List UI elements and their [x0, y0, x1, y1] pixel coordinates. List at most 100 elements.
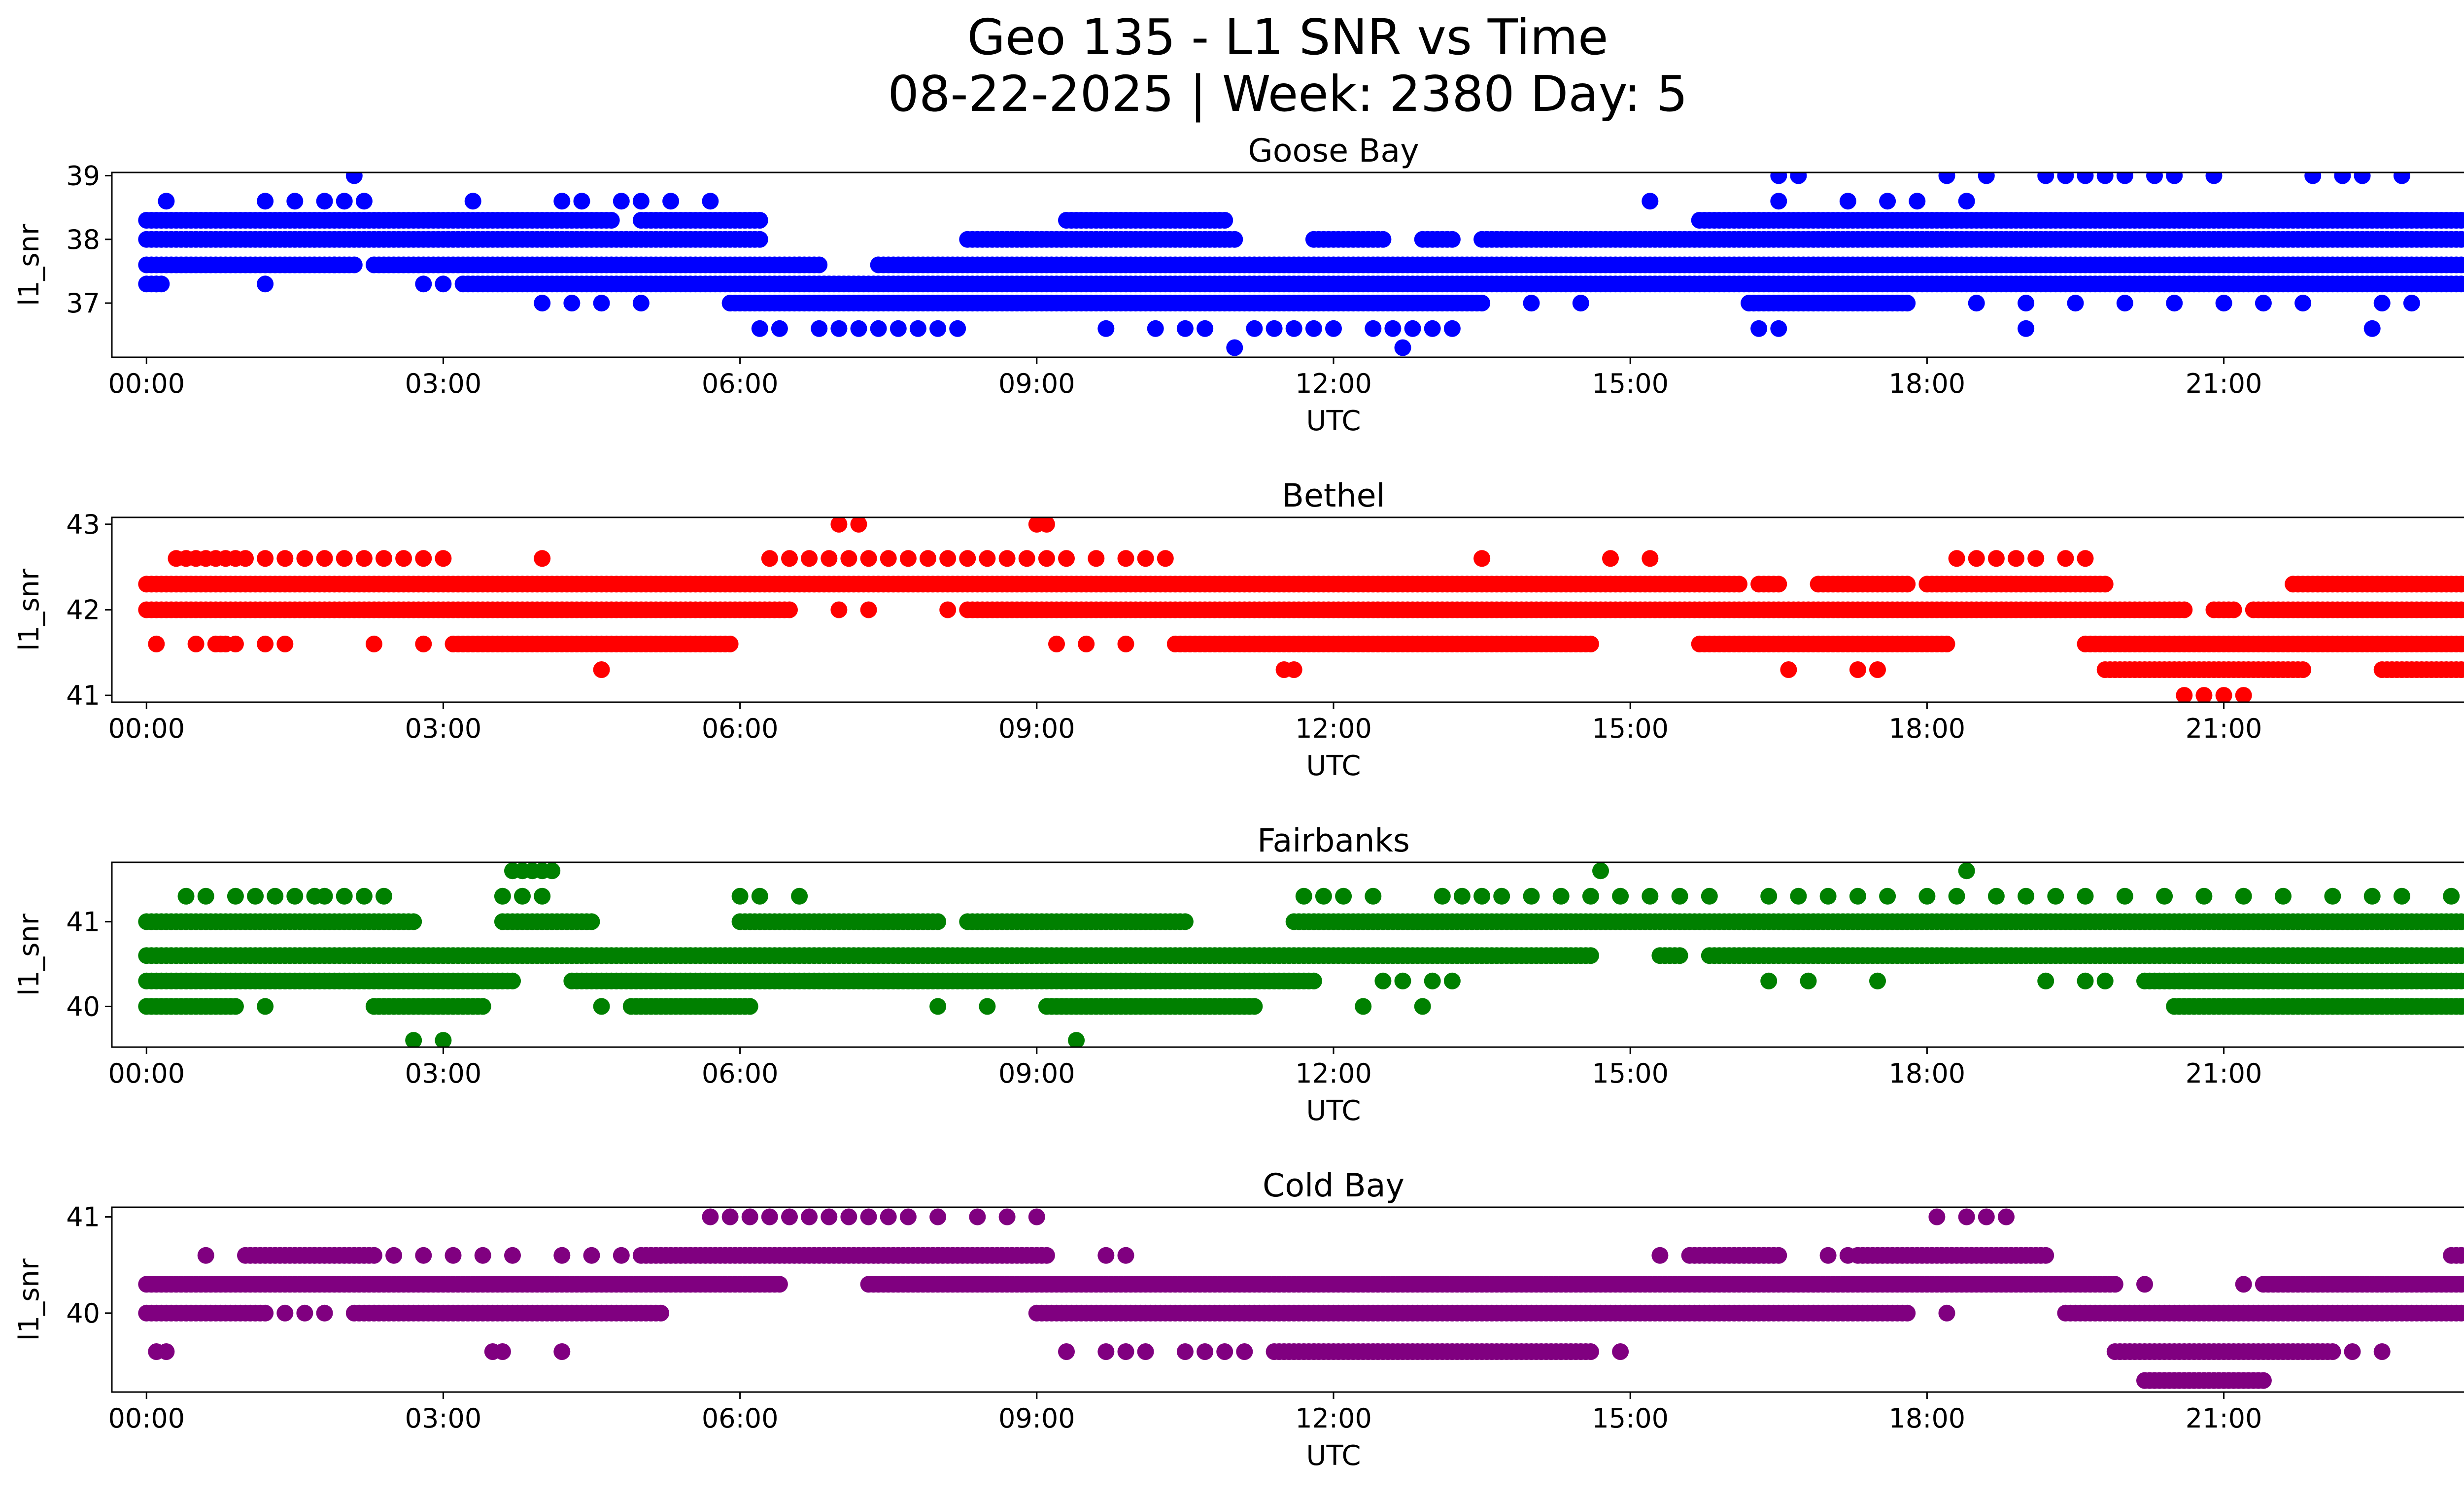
subplot-title: Fairbanks — [1257, 822, 1410, 859]
data-point — [1840, 193, 1856, 209]
x-tick-label: 09:00 — [998, 713, 1075, 744]
data-point — [593, 295, 610, 311]
y-axis-label: l1_snr — [13, 223, 45, 306]
y-axis-label: l1_snr — [13, 913, 45, 996]
data-point — [1770, 168, 1787, 184]
data-point — [2206, 168, 2223, 184]
data-point — [148, 275, 165, 292]
data-point — [1286, 320, 1302, 337]
data-point — [1395, 973, 1411, 989]
data-point — [1246, 320, 1263, 337]
data-point — [2235, 687, 2252, 704]
data-point — [1672, 888, 1688, 905]
data-point — [2255, 295, 2272, 311]
data-point — [1790, 168, 1807, 184]
data-point — [603, 212, 620, 229]
data-point — [553, 193, 570, 209]
data-point — [415, 550, 432, 567]
data-point — [405, 913, 422, 930]
data-point — [2364, 888, 2381, 905]
data-point — [860, 550, 877, 567]
data-point — [1612, 888, 1629, 905]
data-point — [1879, 193, 1896, 209]
data-point — [465, 193, 481, 209]
data-point — [2304, 168, 2321, 184]
data-point — [2195, 687, 2212, 704]
data-point — [1790, 888, 1807, 905]
x-tick-label: 03:00 — [405, 713, 482, 744]
data-point — [2443, 888, 2460, 905]
data-point — [1177, 913, 1194, 930]
data-point — [593, 661, 610, 678]
data-point — [1137, 550, 1154, 567]
data-point — [880, 550, 897, 567]
x-tick-label: 15:00 — [1592, 713, 1669, 744]
data-points — [138, 862, 2464, 1049]
data-point — [1918, 888, 1935, 905]
data-point — [227, 636, 244, 652]
data-point — [237, 550, 254, 567]
data-point — [1444, 231, 1461, 248]
data-point — [1097, 320, 1114, 337]
data-point — [2037, 168, 2054, 184]
data-point — [1048, 636, 1065, 652]
data-point — [2018, 295, 2034, 311]
data-point — [929, 320, 946, 337]
data-points — [138, 516, 2464, 704]
data-point — [1879, 888, 1896, 905]
data-point — [1573, 295, 1589, 311]
data-point — [504, 973, 521, 989]
y-tick-label: 41 — [66, 906, 100, 937]
data-point — [811, 320, 827, 337]
data-point — [1365, 888, 1381, 905]
data-point — [583, 913, 600, 930]
x-tick-label: 09:00 — [998, 1058, 1075, 1089]
data-points — [138, 168, 2464, 356]
data-point — [1473, 888, 1490, 905]
data-point — [2156, 888, 2173, 905]
data-point — [326, 257, 343, 273]
data-point — [979, 550, 995, 567]
data-point — [811, 257, 827, 273]
data-point — [316, 550, 333, 567]
x-tick-label: 06:00 — [702, 713, 779, 744]
data-point — [2077, 973, 2094, 989]
data-point — [2077, 168, 2094, 184]
x-tick-label: 12:00 — [1295, 368, 1372, 399]
data-point — [1493, 888, 1510, 905]
data-point — [2176, 602, 2192, 618]
data-point — [1473, 550, 1490, 567]
data-point — [959, 550, 976, 567]
data-point — [286, 888, 303, 905]
data-point — [1988, 550, 2005, 567]
data-point — [1949, 888, 1965, 905]
data-point — [1038, 516, 1055, 533]
data-point — [752, 231, 768, 248]
data-point — [1958, 193, 1975, 209]
data-point — [534, 550, 550, 567]
data-point — [1414, 998, 1431, 1015]
data-point — [276, 636, 293, 652]
data-point — [257, 275, 274, 292]
data-point — [2275, 888, 2292, 905]
data-point — [840, 550, 857, 567]
x-axis-label: UTC — [1306, 750, 1361, 782]
x-tick-label: 03:00 — [405, 368, 482, 399]
data-point — [316, 888, 333, 905]
data-point — [761, 550, 778, 567]
data-point — [257, 636, 274, 652]
data-point — [405, 1032, 422, 1049]
data-point — [722, 636, 739, 652]
data-point — [702, 193, 719, 209]
data-point — [2166, 168, 2183, 184]
x-tick-label: 18:00 — [1889, 713, 1966, 744]
data-point — [939, 602, 956, 618]
data-point — [1384, 320, 1401, 337]
data-point — [1770, 193, 1787, 209]
data-point — [1305, 973, 1322, 989]
data-point — [1701, 888, 1718, 905]
data-point — [1602, 550, 1619, 567]
